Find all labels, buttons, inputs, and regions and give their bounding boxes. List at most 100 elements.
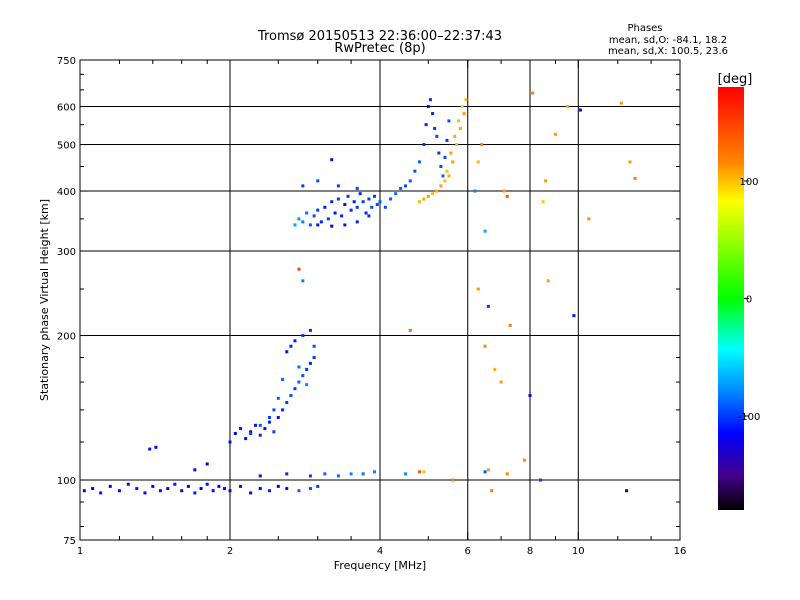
data-point: [276, 396, 280, 400]
data-point: [389, 197, 393, 201]
data-point: [422, 143, 426, 147]
data-point: [336, 184, 340, 188]
data-point: [249, 491, 253, 495]
x-tick-label: 10: [572, 546, 585, 557]
data-points: [82, 91, 637, 495]
data-point: [483, 470, 487, 474]
data-point: [437, 151, 441, 155]
data-point: [373, 470, 377, 474]
data-point: [523, 458, 527, 462]
data-point: [625, 489, 629, 493]
data-point: [340, 214, 344, 218]
data-point: [312, 214, 316, 218]
data-point: [486, 304, 490, 308]
data-point: [330, 224, 334, 228]
data-point: [293, 223, 297, 227]
data-point: [301, 220, 305, 224]
data-point: [199, 487, 203, 491]
data-point: [173, 482, 177, 486]
data-point: [445, 169, 449, 173]
data-point: [399, 186, 403, 190]
data-point: [316, 179, 320, 183]
data-point: [449, 151, 453, 155]
data-point: [403, 472, 407, 476]
data-point: [289, 344, 293, 348]
data-point: [628, 160, 632, 164]
data-point: [349, 208, 353, 212]
data-point: [253, 423, 257, 427]
data-point: [528, 394, 532, 398]
data-point: [276, 484, 280, 488]
data-point: [367, 214, 371, 218]
data-point: [464, 98, 468, 102]
data-point: [375, 202, 379, 206]
data-point: [544, 179, 548, 183]
data-point: [445, 138, 449, 142]
data-point: [453, 134, 457, 138]
y-tick-label: 400: [57, 187, 76, 198]
x-tick-label: 16: [674, 546, 687, 557]
data-point: [505, 472, 509, 476]
data-point: [305, 383, 309, 387]
data-point: [361, 200, 365, 204]
data-point: [531, 91, 535, 95]
x-tick-label: 2: [227, 546, 233, 557]
data-point: [358, 192, 362, 196]
data-point: [539, 478, 543, 482]
data-point: [297, 267, 301, 271]
stats-o-line: mean, sd,O: -84.1, 18.2: [609, 35, 727, 46]
data-point: [355, 220, 359, 224]
data-point: [483, 229, 487, 233]
data-point: [447, 119, 451, 123]
data-point: [451, 478, 455, 482]
data-point: [443, 155, 447, 159]
colorbar-tick-label: -100: [738, 412, 761, 423]
data-point: [293, 339, 297, 343]
data-point: [312, 355, 316, 359]
data-point: [343, 202, 347, 206]
data-point: [633, 176, 637, 180]
data-point: [272, 430, 276, 434]
data-point: [403, 184, 407, 188]
data-point: [565, 105, 569, 109]
data-point: [336, 474, 340, 478]
data-point: [447, 174, 451, 178]
data-point: [228, 440, 232, 444]
data-point: [285, 401, 289, 405]
data-point: [428, 98, 432, 102]
data-point: [553, 132, 557, 136]
data-point: [301, 334, 305, 338]
data-point: [451, 160, 455, 164]
data-point: [413, 169, 417, 173]
data-point: [373, 194, 377, 198]
data-point: [378, 200, 382, 204]
colorbar: [718, 87, 744, 510]
data-point: [267, 415, 271, 419]
data-point: [355, 186, 359, 190]
data-point: [508, 323, 512, 327]
data-point: [572, 314, 576, 318]
data-point: [249, 430, 253, 434]
data-point: [148, 447, 152, 451]
data-point: [439, 184, 443, 188]
data-point: [258, 433, 262, 437]
data-point: [326, 217, 330, 221]
data-point: [364, 211, 368, 215]
y-tick-label: 200: [57, 332, 76, 343]
data-point: [244, 437, 248, 441]
data-point: [333, 211, 337, 215]
data-point: [323, 472, 327, 476]
data-point: [619, 101, 623, 105]
data-point: [316, 223, 320, 227]
data-point: [483, 344, 487, 348]
data-point: [249, 432, 253, 436]
data-point: [490, 489, 494, 493]
data-point: [211, 489, 215, 493]
data-point: [223, 487, 227, 491]
colorbar-tick-label: 100: [739, 177, 758, 188]
data-point: [370, 205, 374, 209]
data-point: [426, 194, 430, 198]
data-point: [502, 189, 506, 193]
data-point: [285, 487, 289, 491]
